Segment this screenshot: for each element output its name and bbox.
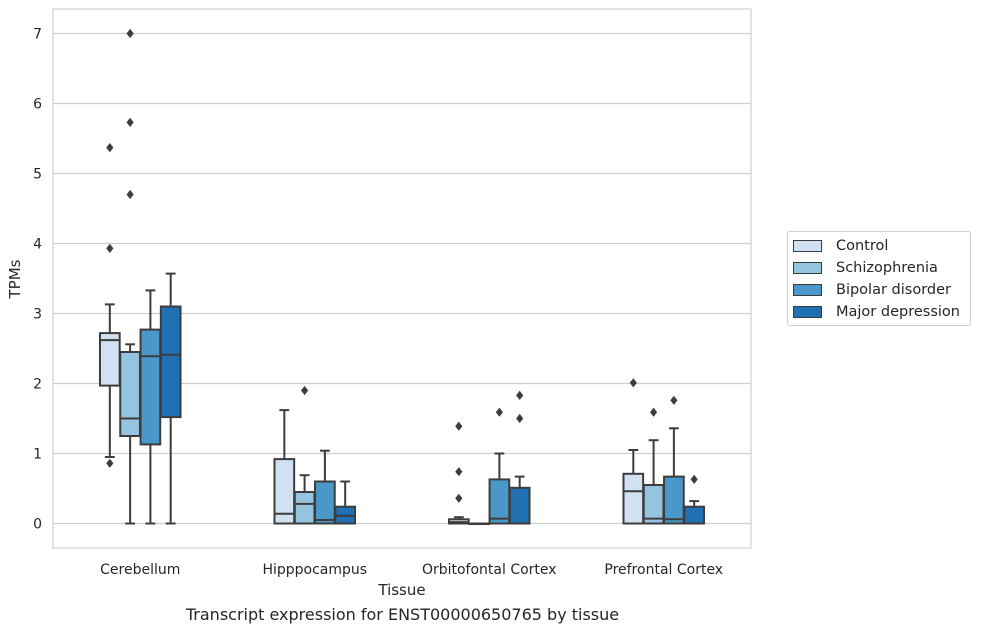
outlier-cerebellum-schizophrenia-2 — [126, 28, 134, 39]
legend-item-control: Control — [793, 235, 888, 257]
legend-item-bipolar-disorder: Bipolar disorder — [793, 279, 951, 301]
legend-label-schizophrenia: Schizophrenia — [836, 260, 938, 276]
x-axis-label: Tissue — [377, 581, 425, 599]
outlier-orbitofontal-cortex-major-depression-0 — [516, 413, 524, 424]
box-prefrontal-cortex-bipolar-disorder — [663, 395, 685, 525]
outlier-cerebellum-schizophrenia-1 — [126, 117, 134, 127]
box-orbitofontal-cortex-schizophrenia — [468, 522, 490, 525]
legend-swatch-schizophrenia — [793, 262, 822, 274]
legend-label-bipolar-disorder: Bipolar disorder — [836, 282, 951, 298]
outlier-prefrontal-cortex-schizophrenia-0 — [650, 407, 658, 417]
box-orbitofontal-cortex-bipolar-disorder — [488, 407, 511, 525]
box-hipppocampus-control — [273, 409, 296, 525]
outlier-orbitofontal-cortex-control-2 — [455, 421, 463, 431]
legend-swatch-control — [793, 240, 822, 252]
x-tick-label-orbitofontal-cortex: Orbitofontal Cortex — [422, 562, 557, 578]
legend: Control Schizophrenia Bipolar disorder M… — [787, 231, 971, 326]
box-prefrontal-cortex-control — [622, 378, 645, 525]
box-orbitofontal-cortex-major-depression — [508, 390, 531, 525]
outlier-prefrontal-cortex-bipolar-disorder-0 — [670, 395, 678, 405]
box-cerebellum-major-depression — [159, 272, 182, 525]
box-body-cerebellum-bipolar-disorder — [139, 328, 162, 446]
y-tick-label-6: 6 — [33, 97, 42, 113]
outlier-orbitofontal-cortex-bipolar-disorder-0 — [495, 407, 503, 417]
y-tick-label-0: 0 — [33, 517, 42, 533]
box-body-prefrontal-cortex-control — [622, 472, 645, 525]
y-tick-label-3: 3 — [33, 307, 42, 323]
box-cerebellum-control — [98, 143, 121, 468]
box-prefrontal-cortex-schizophrenia — [642, 407, 665, 525]
box-body-hipppocampus-schizophrenia — [293, 491, 316, 525]
grid-lines — [53, 32, 751, 525]
legend-swatch-major-depression — [793, 306, 822, 318]
legend-label-major-depression: Major depression — [836, 304, 960, 320]
box-body-cerebellum-major-depression — [159, 305, 182, 419]
y-axis-label: TPMs — [6, 259, 24, 299]
box-body-orbitofontal-cortex-bipolar-disorder — [488, 478, 511, 525]
x-axis-ticks: Cerebellum Hipppocampus Orbitofontal Corte… — [100, 562, 723, 578]
outlier-orbitofontal-cortex-control-1 — [455, 467, 463, 477]
outlier-hipppocampus-schizophrenia-0 — [301, 385, 309, 396]
y-tick-label-5: 5 — [33, 167, 42, 183]
y-tick-label-7: 7 — [33, 27, 42, 43]
box-body-orbitofontal-cortex-major-depression — [508, 486, 531, 525]
box-hipppocampus-bipolar-disorder — [314, 449, 336, 525]
x-tick-label-cerebellum: Cerebellum — [100, 562, 180, 578]
outlier-orbitofontal-cortex-major-depression-1 — [516, 390, 524, 400]
plot-frame — [52, 8, 752, 549]
box-body-cerebellum-schizophrenia — [119, 351, 141, 437]
box-prefrontal-cortex-major-depression — [683, 474, 706, 525]
box-hipppocampus-schizophrenia — [293, 385, 316, 525]
x-tick-label-hipppocampus: Hipppocampus — [262, 562, 367, 578]
y-axis-ticks: 0 1 2 3 4 5 6 7 — [33, 27, 42, 533]
outlier-cerebellum-control-1 — [106, 243, 114, 253]
legend-item-schizophrenia: Schizophrenia — [793, 257, 938, 279]
outlier-prefrontal-cortex-control-0 — [629, 378, 637, 388]
legend-swatch-bipolar-disorder — [793, 284, 822, 296]
box-orbitofontal-cortex-control — [447, 421, 470, 525]
outlier-cerebellum-schizophrenia-0 — [126, 189, 134, 200]
y-tick-label-4: 4 — [33, 237, 42, 253]
y-tick-label-1: 1 — [33, 447, 42, 463]
box-body-prefrontal-cortex-major-depression — [683, 505, 706, 525]
chart-caption: Transcript expression for ENST0000065076… — [185, 605, 620, 624]
legend-item-major-depression: Major depression — [793, 301, 960, 323]
legend-label-control: Control — [836, 238, 889, 254]
boxes — [98, 28, 706, 525]
outlier-cerebellum-control-0 — [106, 458, 114, 468]
outlier-orbitofontal-cortex-control-0 — [455, 493, 463, 503]
box-cerebellum-schizophrenia — [119, 28, 141, 525]
box-cerebellum-bipolar-disorder — [139, 289, 162, 525]
box-hipppocampus-major-depression — [334, 480, 357, 525]
box-body-hipppocampus-bipolar-disorder — [314, 480, 336, 525]
box-body-prefrontal-cortex-bipolar-disorder — [663, 475, 685, 525]
outlier-prefrontal-cortex-major-depression-0 — [690, 474, 698, 484]
y-tick-label-2: 2 — [33, 377, 42, 393]
outlier-cerebellum-control-2 — [106, 143, 114, 153]
x-tick-label-prefrontal-cortex: Prefrontal Cortex — [604, 562, 723, 578]
